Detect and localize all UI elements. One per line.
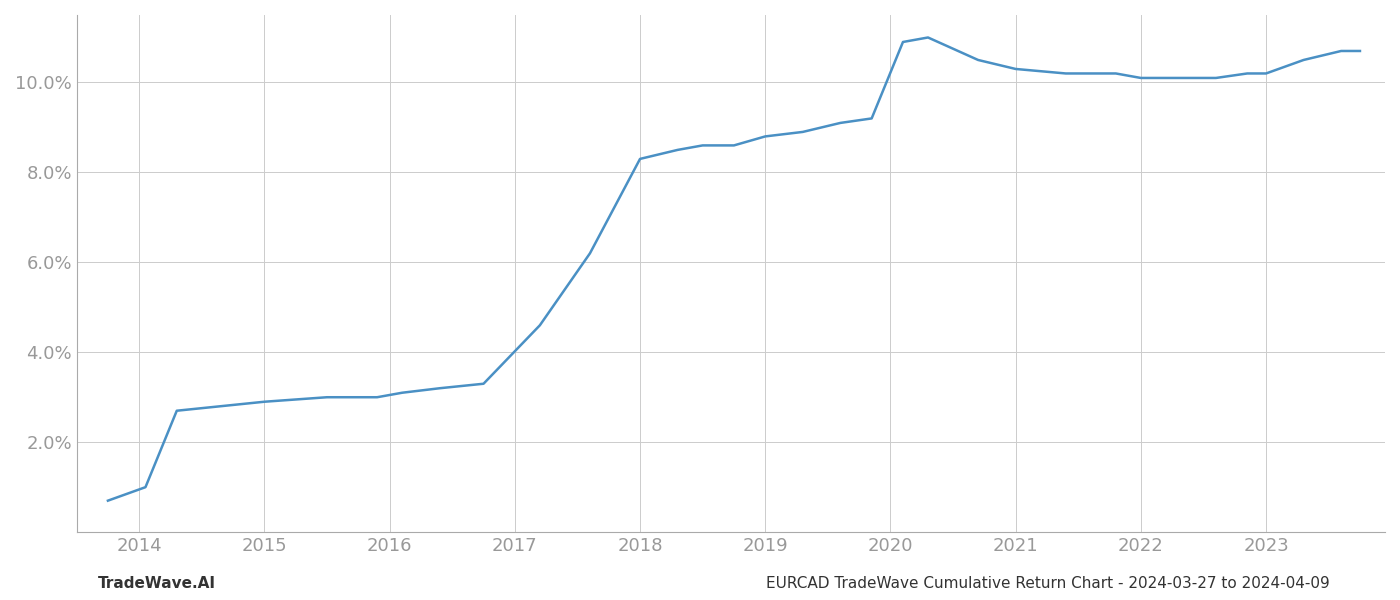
Text: TradeWave.AI: TradeWave.AI <box>98 576 216 591</box>
Text: EURCAD TradeWave Cumulative Return Chart - 2024-03-27 to 2024-04-09: EURCAD TradeWave Cumulative Return Chart… <box>766 576 1330 591</box>
